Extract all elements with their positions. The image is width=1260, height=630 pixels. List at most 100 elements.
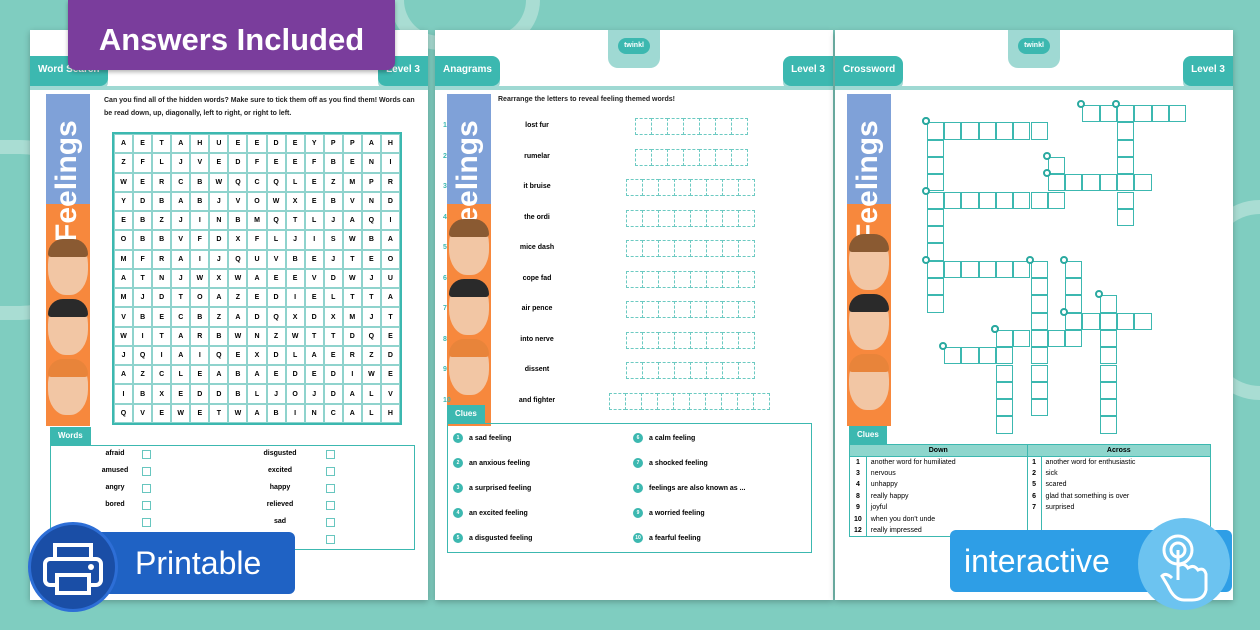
crossword-cell[interactable] (1099, 329, 1117, 348)
crossword-cell[interactable] (944, 122, 962, 140)
crossword-cell[interactable] (1065, 260, 1083, 278)
answer-boxes[interactable] (626, 179, 755, 196)
crossword-cell[interactable] (1030, 278, 1048, 296)
word-checkbox[interactable] (326, 484, 335, 493)
crossword-cell[interactable] (926, 226, 944, 244)
crossword-cell[interactable] (978, 122, 996, 140)
word-checkbox[interactable] (326, 450, 335, 459)
crossword-cell[interactable] (1082, 105, 1100, 123)
crossword-cell[interactable] (1047, 191, 1066, 209)
crossword-cell[interactable] (961, 260, 979, 278)
crossword-cell[interactable] (1013, 122, 1031, 140)
answer-boxes[interactable] (626, 301, 755, 318)
crossword-cell[interactable] (1047, 329, 1066, 348)
crossword-cell[interactable] (944, 191, 962, 209)
crossword-cell[interactable] (1030, 381, 1048, 400)
crossword-cell[interactable] (944, 260, 962, 278)
crossword-cell[interactable] (1134, 105, 1152, 123)
crossword-cell[interactable] (1065, 278, 1083, 296)
crossword-cell[interactable] (1134, 174, 1152, 192)
crossword-cell[interactable] (1099, 105, 1117, 123)
crossword-cell[interactable] (1099, 364, 1117, 382)
crossword-cell[interactable] (1065, 329, 1083, 348)
crossword-cell[interactable] (1117, 139, 1135, 157)
crossword-cell[interactable] (1030, 364, 1048, 382)
crossword-cell[interactable] (1082, 174, 1100, 192)
crossword-cell[interactable] (995, 416, 1014, 434)
crossword-cell[interactable] (926, 156, 944, 175)
crossword-cell[interactable] (995, 191, 1014, 209)
word-checkbox[interactable] (142, 501, 151, 510)
crossword-cell[interactable] (1030, 399, 1048, 417)
crossword-cell[interactable] (1030, 122, 1048, 140)
answer-boxes[interactable] (626, 362, 755, 379)
crossword-cell[interactable] (1030, 191, 1048, 209)
word-checkbox[interactable] (326, 535, 335, 544)
crossword-cell[interactable] (1168, 105, 1187, 123)
word-checkbox[interactable] (326, 467, 335, 476)
crossword-cell[interactable] (926, 260, 944, 278)
answer-boxes[interactable] (635, 148, 748, 166)
crossword-cell[interactable] (1030, 347, 1048, 365)
word-checkbox[interactable] (326, 501, 335, 510)
crossword-cell[interactable] (1030, 260, 1048, 278)
crossword-cell[interactable] (1099, 416, 1117, 434)
crossword-cell[interactable] (1117, 156, 1135, 175)
crossword-cell[interactable] (1047, 174, 1066, 192)
crossword-cell[interactable] (995, 364, 1014, 382)
crossword-cell[interactable] (1065, 295, 1083, 313)
answer-boxes[interactable] (626, 209, 755, 227)
crossword-cell[interactable] (1099, 347, 1117, 365)
crossword-cell[interactable] (978, 347, 996, 365)
word-checkbox[interactable] (142, 518, 151, 527)
crossword-cell[interactable] (926, 191, 944, 209)
crossword-cell[interactable] (926, 295, 944, 313)
crossword-cell[interactable] (926, 139, 944, 157)
crossword-cell[interactable] (1013, 260, 1031, 278)
crossword-cell[interactable] (1117, 312, 1135, 330)
crossword-cell[interactable] (926, 243, 944, 261)
word-checkbox[interactable] (142, 450, 151, 459)
word-checkbox[interactable] (142, 484, 151, 493)
crossword-cell[interactable] (961, 122, 979, 140)
crossword-cell[interactable] (995, 381, 1014, 400)
crossword-cell[interactable] (978, 191, 996, 209)
crossword-cell[interactable] (1117, 191, 1135, 209)
crossword-cell[interactable] (1099, 381, 1117, 400)
crossword-cell[interactable] (1117, 105, 1135, 123)
crossword-cell[interactable] (1117, 174, 1135, 192)
crossword-cell[interactable] (1030, 312, 1048, 330)
crossword-cell[interactable] (1082, 312, 1100, 330)
crossword-cell[interactable] (961, 347, 979, 365)
crossword-cell[interactable] (995, 329, 1014, 348)
crossword-cell[interactable] (926, 174, 944, 192)
crossword-cell[interactable] (926, 122, 944, 140)
crossword-cell[interactable] (995, 122, 1014, 140)
crossword-cell[interactable] (1151, 105, 1169, 123)
word-checkbox[interactable] (142, 467, 151, 476)
crossword-cell[interactable] (1134, 312, 1152, 330)
answer-boxes[interactable] (609, 392, 770, 410)
crossword-cell[interactable] (1065, 312, 1083, 330)
word-checkbox[interactable] (326, 518, 335, 527)
answer-boxes[interactable] (635, 118, 748, 135)
answer-boxes[interactable] (626, 331, 755, 349)
crossword-cell[interactable] (1099, 312, 1117, 330)
crossword-cell[interactable] (926, 278, 944, 296)
crossword-cell[interactable] (978, 260, 996, 278)
crossword-cell[interactable] (1099, 174, 1117, 192)
crossword-cell[interactable] (995, 347, 1014, 365)
crossword-cell[interactable] (995, 260, 1014, 278)
crossword-cell[interactable] (1065, 174, 1083, 192)
crossword-cell[interactable] (1013, 191, 1031, 209)
crossword-cell[interactable] (1013, 329, 1031, 348)
crossword-cell[interactable] (1030, 329, 1048, 348)
crossword-cell[interactable] (1099, 295, 1117, 313)
crossword-cell[interactable] (961, 191, 979, 209)
crossword-cell[interactable] (1047, 156, 1066, 175)
crossword-cell[interactable] (1030, 295, 1048, 313)
crossword-cell[interactable] (926, 208, 944, 227)
crossword-cell[interactable] (995, 399, 1014, 417)
crossword-cell[interactable] (1117, 208, 1135, 227)
answer-boxes[interactable] (626, 240, 755, 257)
